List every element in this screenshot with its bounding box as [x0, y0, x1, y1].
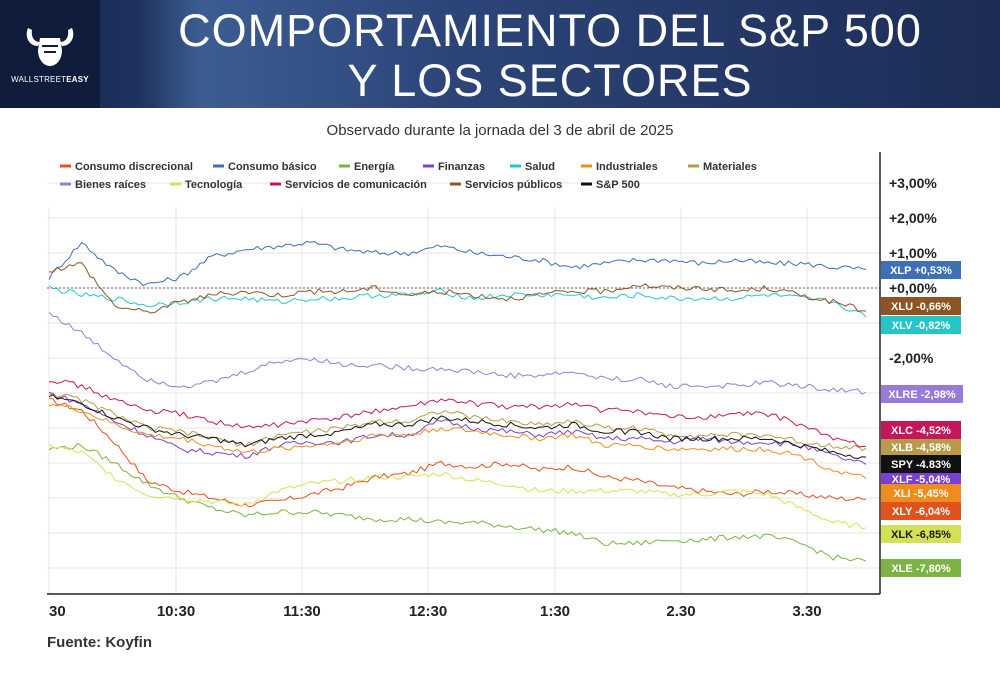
value-tag-xlk: [881, 525, 961, 543]
legend-item-xle: Energía: [354, 161, 395, 173]
y-tick-label: +2,00%: [889, 210, 937, 226]
value-tag-xly: [881, 502, 961, 520]
series-line-xlf: [48, 392, 867, 465]
value-tag-label-xlf: XLF -5,04%: [892, 474, 951, 486]
value-tag-label-xlc: XLC -4,52%: [891, 425, 951, 437]
legend-item-xlv: Salud: [525, 161, 555, 173]
value-tag-label-xli: XLI -5,45%: [893, 488, 948, 500]
legend-item-xly: Consumo discrecional: [75, 161, 193, 173]
series-line-xlre: [48, 311, 867, 395]
series-line-xle: [48, 442, 867, 562]
x-tick-label: 12:30: [409, 603, 447, 620]
x-tick-label: 1:30: [540, 603, 570, 620]
title-line-2: Y LOS SECTORES: [347, 55, 753, 106]
series-line-xly: [48, 397, 867, 508]
value-tag-label-xlv: XLV -0,82%: [892, 320, 951, 332]
x-tick-label: 11:30: [283, 603, 321, 620]
y-tick-label: +3,00%: [889, 175, 937, 191]
legend-item-spy: S&P 500: [596, 179, 640, 191]
series-line-xlu: [48, 262, 867, 314]
series-line-xlb: [48, 393, 867, 452]
value-tag-label-xle: XLE -7,80%: [891, 563, 951, 575]
series-line-xlc: [48, 379, 867, 448]
value-tag-label-spy: SPY -4.83%: [891, 459, 951, 471]
value-tag-xlv: [881, 316, 961, 334]
legend-item-xli: Industriales: [596, 161, 658, 173]
page-title: COMPORTAMIENTO DEL S&P 500 Y LOS SECTORE…: [110, 6, 990, 106]
x-tick-label: 30: [49, 603, 66, 620]
value-tag-spy: [881, 455, 961, 473]
bull-fist-icon: [26, 28, 74, 66]
series-line-xlp: [48, 240, 867, 286]
legend-item-xlu: Servicios públicos: [465, 179, 562, 191]
header-banner: [0, 0, 1000, 108]
series-line-xlk: [48, 443, 867, 530]
value-tag-label-xly: XLY -6,04%: [892, 506, 950, 518]
value-tag-label-xlk: XLK -6,85%: [891, 529, 951, 541]
legend-item-xlb: Materiales: [703, 161, 757, 173]
logo-wordmark: WALLSTREETEASY: [11, 75, 89, 84]
value-tag-xlu: [881, 297, 961, 315]
title-line-1: COMPORTAMIENTO DEL S&P 500: [178, 5, 922, 56]
value-tag-xlf: [881, 470, 961, 488]
source-note: Fuente: Koyfin: [47, 634, 152, 651]
y-tick-label: -2,00%: [889, 350, 934, 366]
legend-item-xlk: Tecnología: [185, 179, 243, 191]
value-tag-label-xlb: XLB -4,58%: [891, 442, 951, 454]
value-tag-label-xlre: XLRE -2,98%: [888, 389, 955, 401]
value-tag-label-xlp: XLP +0,53%: [890, 265, 952, 277]
x-tick-label: 10:30: [157, 603, 195, 620]
series-line-spy: [48, 394, 867, 459]
legend-item-xlf: Finanzas: [438, 161, 485, 173]
legend-item-xlc: Servicios de comunicación: [285, 179, 427, 191]
value-tag-xle: [881, 559, 961, 577]
wallstreeteasy-logo: WALLSTREETEASY: [0, 0, 100, 108]
value-tag-xli: [881, 484, 961, 502]
value-tag-xlp: [881, 261, 961, 279]
value-tag-xlb: [881, 438, 961, 456]
legend-item-xlp: Consumo básico: [228, 161, 317, 173]
chart-subtitle: Observado durante la jornada del 3 de ab…: [326, 122, 674, 139]
y-tick-label: +0,00%: [889, 280, 937, 296]
value-tag-xlre: [881, 385, 963, 403]
x-tick-label: 2.30: [666, 603, 695, 620]
y-tick-label: +1,00%: [889, 245, 937, 261]
value-tag-label-xlu: XLU -0,66%: [891, 301, 951, 313]
legend-item-xlre: Bienes raíces: [75, 179, 146, 191]
series-line-xli: [48, 404, 867, 480]
x-tick-label: 3.30: [792, 603, 821, 620]
value-tag-xlc: [881, 421, 961, 439]
series-line-xlv: [48, 285, 867, 318]
